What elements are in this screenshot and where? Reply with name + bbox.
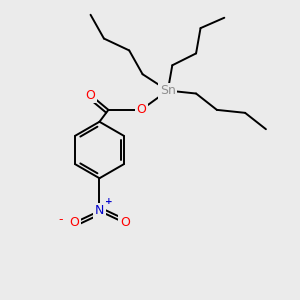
Text: O: O — [85, 88, 95, 101]
Text: Sn: Sn — [160, 84, 176, 97]
Text: -: - — [58, 213, 63, 226]
Text: O: O — [69, 216, 79, 229]
Text: N: N — [95, 204, 104, 218]
Text: +: + — [106, 196, 113, 206]
Text: O: O — [136, 103, 146, 116]
Text: O: O — [120, 216, 130, 229]
